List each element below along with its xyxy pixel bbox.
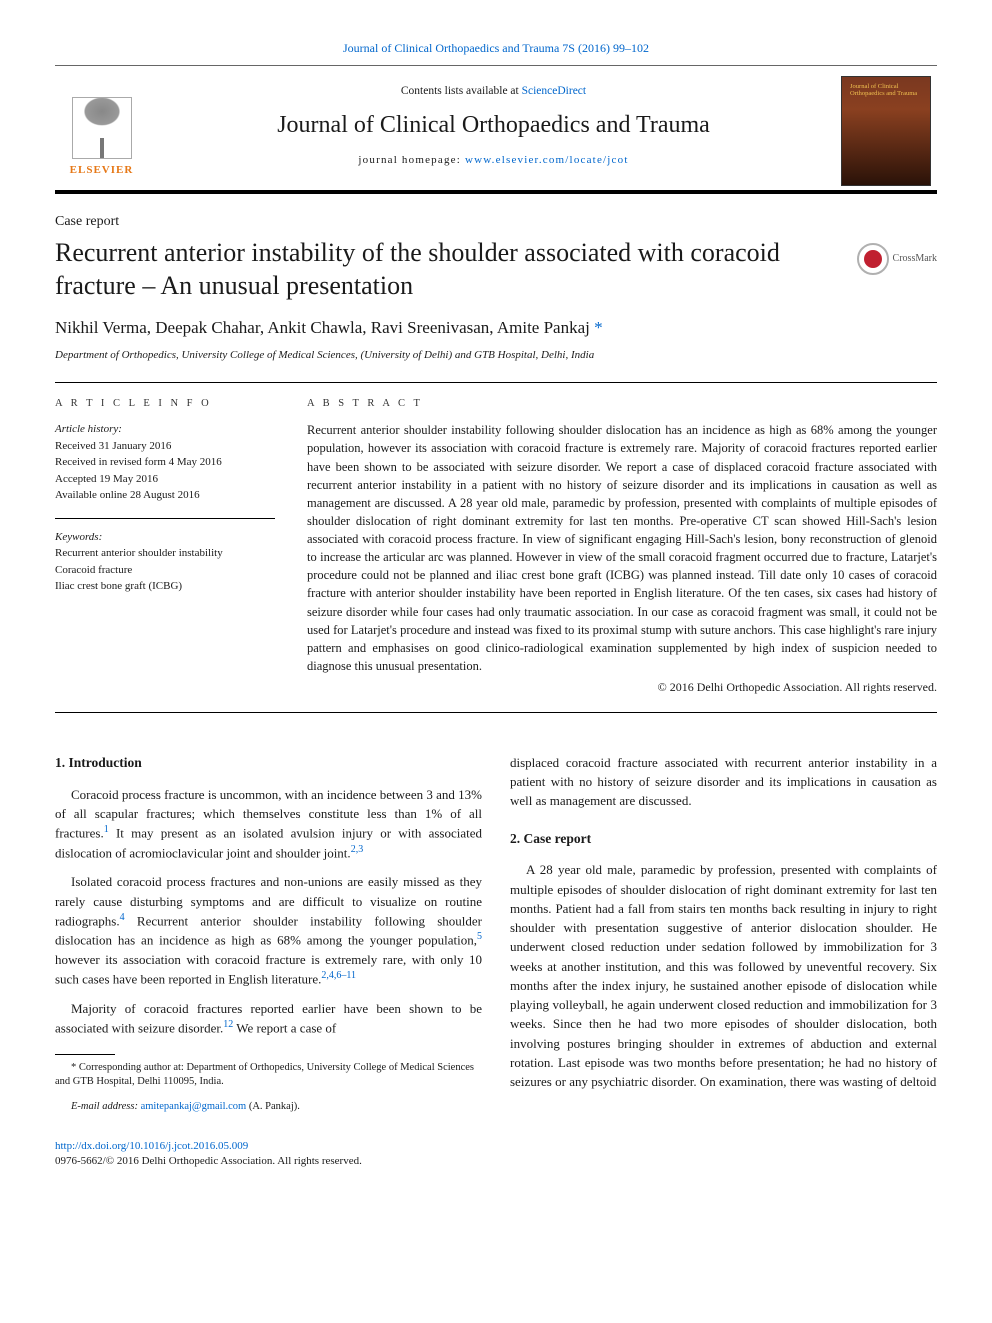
column-right: displaced coracoid fracture associated w… xyxy=(510,753,937,1125)
history-line: Available online 28 August 2016 xyxy=(55,487,275,504)
elsevier-logo: ELSEVIER xyxy=(59,83,144,178)
homepage-prefix: journal homepage: xyxy=(358,154,465,166)
section-heading-case: 2. Case report xyxy=(510,829,937,849)
article-type: Case report xyxy=(55,212,937,232)
abstract: A B S T R A C T Recurrent anterior shoul… xyxy=(307,397,937,696)
email-footnote: E-mail address: amitepankaj@gmail.com (A… xyxy=(55,1100,482,1115)
citation-link[interactable]: 12 xyxy=(223,1019,233,1030)
para-text: It may present as an isolated avulsion i… xyxy=(55,826,482,861)
info-divider xyxy=(55,518,275,519)
cover-thumb-title: Journal of Clinical Orthopaedics and Tra… xyxy=(850,83,930,97)
paragraph: Coracoid process fracture is uncommon, w… xyxy=(55,785,482,863)
homepage-link[interactable]: www.elsevier.com/locate/jcot xyxy=(465,154,629,166)
abstract-label: A B S T R A C T xyxy=(307,397,937,412)
para-text: however its association with coracoid fr… xyxy=(55,952,482,987)
history-label: Article history: xyxy=(55,421,275,438)
issn-line: 0976-5662/© 2016 Delhi Orthopedic Associ… xyxy=(55,1155,362,1167)
abstract-copyright: © 2016 Delhi Orthopedic Association. All… xyxy=(307,679,937,696)
keyword: Iliac crest bone graft (ICBG) xyxy=(55,578,275,595)
masthead: ELSEVIER Contents lists available at Sci… xyxy=(55,65,937,194)
history-line: Received in revised form 4 May 2016 xyxy=(55,454,275,471)
article-history: Article history: Received 31 January 201… xyxy=(55,421,275,504)
article-info-label: A R T I C L E I N F O xyxy=(55,397,275,412)
elsevier-tree-icon xyxy=(72,97,132,159)
crossmark-label: CrossMark xyxy=(893,252,937,266)
page: Journal of Clinical Orthopaedics and Tra… xyxy=(0,0,992,1199)
history-line: Received 31 January 2016 xyxy=(55,438,275,455)
running-head: Journal of Clinical Orthopaedics and Tra… xyxy=(55,40,937,57)
running-head-link[interactable]: Journal of Clinical Orthopaedics and Tra… xyxy=(343,41,649,55)
authors-text: Nikhil Verma, Deepak Chahar, Ankit Chawl… xyxy=(55,318,590,337)
paragraph-continuation: displaced coracoid fracture associated w… xyxy=(510,753,937,811)
history-line: Accepted 19 May 2016 xyxy=(55,471,275,488)
corresponding-footnote: * Corresponding author at: Department of… xyxy=(55,1061,482,1090)
publisher-logo-block: ELSEVIER xyxy=(55,79,150,182)
article-info: A R T I C L E I N F O Article history: R… xyxy=(55,397,275,696)
paragraph: Isolated coracoid process fractures and … xyxy=(55,872,482,988)
footnote-separator xyxy=(55,1054,115,1055)
keywords-block: Keywords: Recurrent anterior shoulder in… xyxy=(55,529,275,595)
keyword: Recurrent anterior shoulder instability xyxy=(55,545,275,562)
email-label: E-mail address: xyxy=(71,1101,141,1112)
doi-link[interactable]: http://dx.doi.org/10.1016/j.jcot.2016.05… xyxy=(55,1140,248,1152)
paragraph: Majority of coracoid fractures reported … xyxy=(55,999,482,1038)
homepage-line: journal homepage: www.elsevier.com/locat… xyxy=(160,153,827,168)
citation-link[interactable]: 2,3 xyxy=(351,844,364,855)
journal-cover-thumb: Journal of Clinical Orthopaedics and Tra… xyxy=(841,76,931,186)
article-title: Recurrent anterior instability of the sh… xyxy=(55,237,847,302)
contents-line: Contents lists available at ScienceDirec… xyxy=(160,83,827,99)
page-footer: http://dx.doi.org/10.1016/j.jcot.2016.05… xyxy=(55,1139,937,1170)
journal-name: Journal of Clinical Orthopaedics and Tra… xyxy=(160,109,827,143)
column-left: 1. Introduction Coracoid process fractur… xyxy=(55,753,482,1125)
masthead-center: Contents lists available at ScienceDirec… xyxy=(150,79,837,182)
citation-link[interactable]: 5 xyxy=(477,931,482,942)
paragraph: A 28 year old male, paramedic by profess… xyxy=(510,860,937,1091)
email-link[interactable]: amitepankaj@gmail.com xyxy=(141,1101,247,1112)
keyword: Coracoid fracture xyxy=(55,562,275,579)
crossmark-widget[interactable]: CrossMark xyxy=(857,243,937,275)
affiliation: Department of Orthopedics, University Co… xyxy=(55,348,937,363)
citation-link[interactable]: 2,4,6–11 xyxy=(321,970,356,981)
body-columns: 1. Introduction Coracoid process fractur… xyxy=(55,753,937,1125)
abstract-text: Recurrent anterior shoulder instability … xyxy=(307,421,937,675)
keywords-label: Keywords: xyxy=(55,529,275,546)
sciencedirect-link[interactable]: ScienceDirect xyxy=(522,85,587,97)
info-abstract-block: A R T I C L E I N F O Article history: R… xyxy=(55,382,937,713)
title-row: Recurrent anterior instability of the sh… xyxy=(55,237,937,312)
author-list: Nikhil Verma, Deepak Chahar, Ankit Chawl… xyxy=(55,316,937,340)
para-text: We report a case of xyxy=(233,1020,336,1035)
elsevier-wordmark: ELSEVIER xyxy=(70,163,134,178)
contents-prefix: Contents lists available at xyxy=(401,85,522,97)
section-heading-intro: 1. Introduction xyxy=(55,753,482,773)
crossmark-icon xyxy=(857,243,889,275)
email-tail: (A. Pankaj). xyxy=(246,1101,300,1112)
cover-thumb-block: Journal of Clinical Orthopaedics and Tra… xyxy=(837,72,937,190)
corresponding-marker[interactable]: * xyxy=(594,318,603,337)
